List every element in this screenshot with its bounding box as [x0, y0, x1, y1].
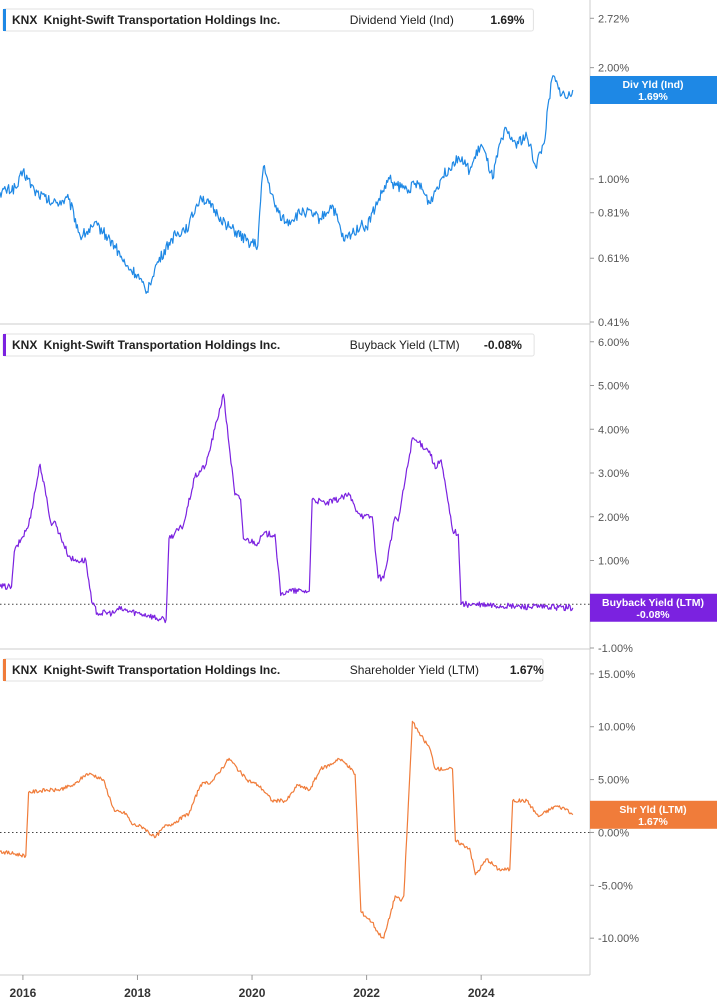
value-tag — [590, 593, 717, 622]
legend-color-bar — [3, 9, 6, 31]
value-tag-value: 1.67% — [638, 816, 668, 828]
legend-metric: Dividend Yield (Ind) — [350, 13, 454, 27]
legend-value: 1.69% — [490, 13, 524, 27]
y-tick-label: 0.41% — [598, 317, 629, 329]
y-tick-label: -10.00% — [598, 933, 639, 945]
y-tick-label: 5.00% — [598, 381, 629, 393]
y-tick-label: 1.00% — [598, 174, 629, 186]
y-tick-label: 2.00% — [598, 512, 629, 524]
legend-company: Knight-Swift Transportation Holdings Inc… — [44, 13, 281, 27]
legend-value: -0.08% — [484, 338, 522, 352]
legend-value: 1.67% — [510, 663, 544, 677]
y-tick-label: 1.00% — [598, 556, 629, 568]
legend-ticker: KNX — [12, 13, 37, 27]
x-tick-label: 2016 — [10, 986, 37, 1000]
y-tick-label: 10.00% — [598, 722, 636, 734]
value-tag — [590, 800, 717, 829]
y-tick-label: 0.81% — [598, 208, 629, 220]
series-line-1 — [0, 75, 574, 294]
y-tick-label: 5.00% — [598, 775, 629, 787]
series-line-3 — [0, 720, 574, 939]
value-tag-value: -0.08% — [636, 609, 670, 621]
series-line-2 — [0, 393, 574, 624]
x-tick-label: 2018 — [124, 986, 151, 1000]
legend-color-bar — [3, 334, 6, 356]
x-tick-label: 2024 — [468, 986, 495, 1000]
value-tag-label: Shr Yld (LTM) — [619, 804, 686, 816]
legend-company: Knight-Swift Transportation Holdings Inc… — [44, 663, 281, 677]
legend-ticker: KNX — [12, 338, 37, 352]
value-tag-value: 1.69% — [638, 91, 668, 103]
y-tick-label: 4.00% — [598, 424, 629, 436]
legend-company: Knight-Swift Transportation Holdings Inc… — [44, 338, 281, 352]
value-tag-label: Buyback Yield (LTM) — [602, 597, 704, 609]
legend-ticker: KNX — [12, 663, 37, 677]
y-tick-label: 6.00% — [598, 337, 629, 349]
value-tag-label: Div Yld (Ind) — [622, 79, 683, 91]
y-tick-label: -1.00% — [598, 643, 633, 655]
y-tick-label: 0.00% — [598, 827, 629, 839]
y-tick-label: 0.61% — [598, 253, 629, 265]
y-tick-label: 2.00% — [598, 63, 629, 75]
legend-metric: Shareholder Yield (LTM) — [350, 663, 479, 677]
legend-color-bar — [3, 659, 6, 681]
y-tick-label: 2.72% — [598, 13, 629, 25]
y-tick-label: -5.00% — [598, 880, 633, 892]
value-tag — [590, 75, 717, 104]
y-tick-label: 3.00% — [598, 468, 629, 480]
legend-metric: Buyback Yield (LTM) — [350, 338, 460, 352]
x-tick-label: 2022 — [353, 986, 380, 1000]
x-tick-label: 2020 — [239, 986, 266, 1000]
y-tick-label: 15.00% — [598, 669, 636, 681]
